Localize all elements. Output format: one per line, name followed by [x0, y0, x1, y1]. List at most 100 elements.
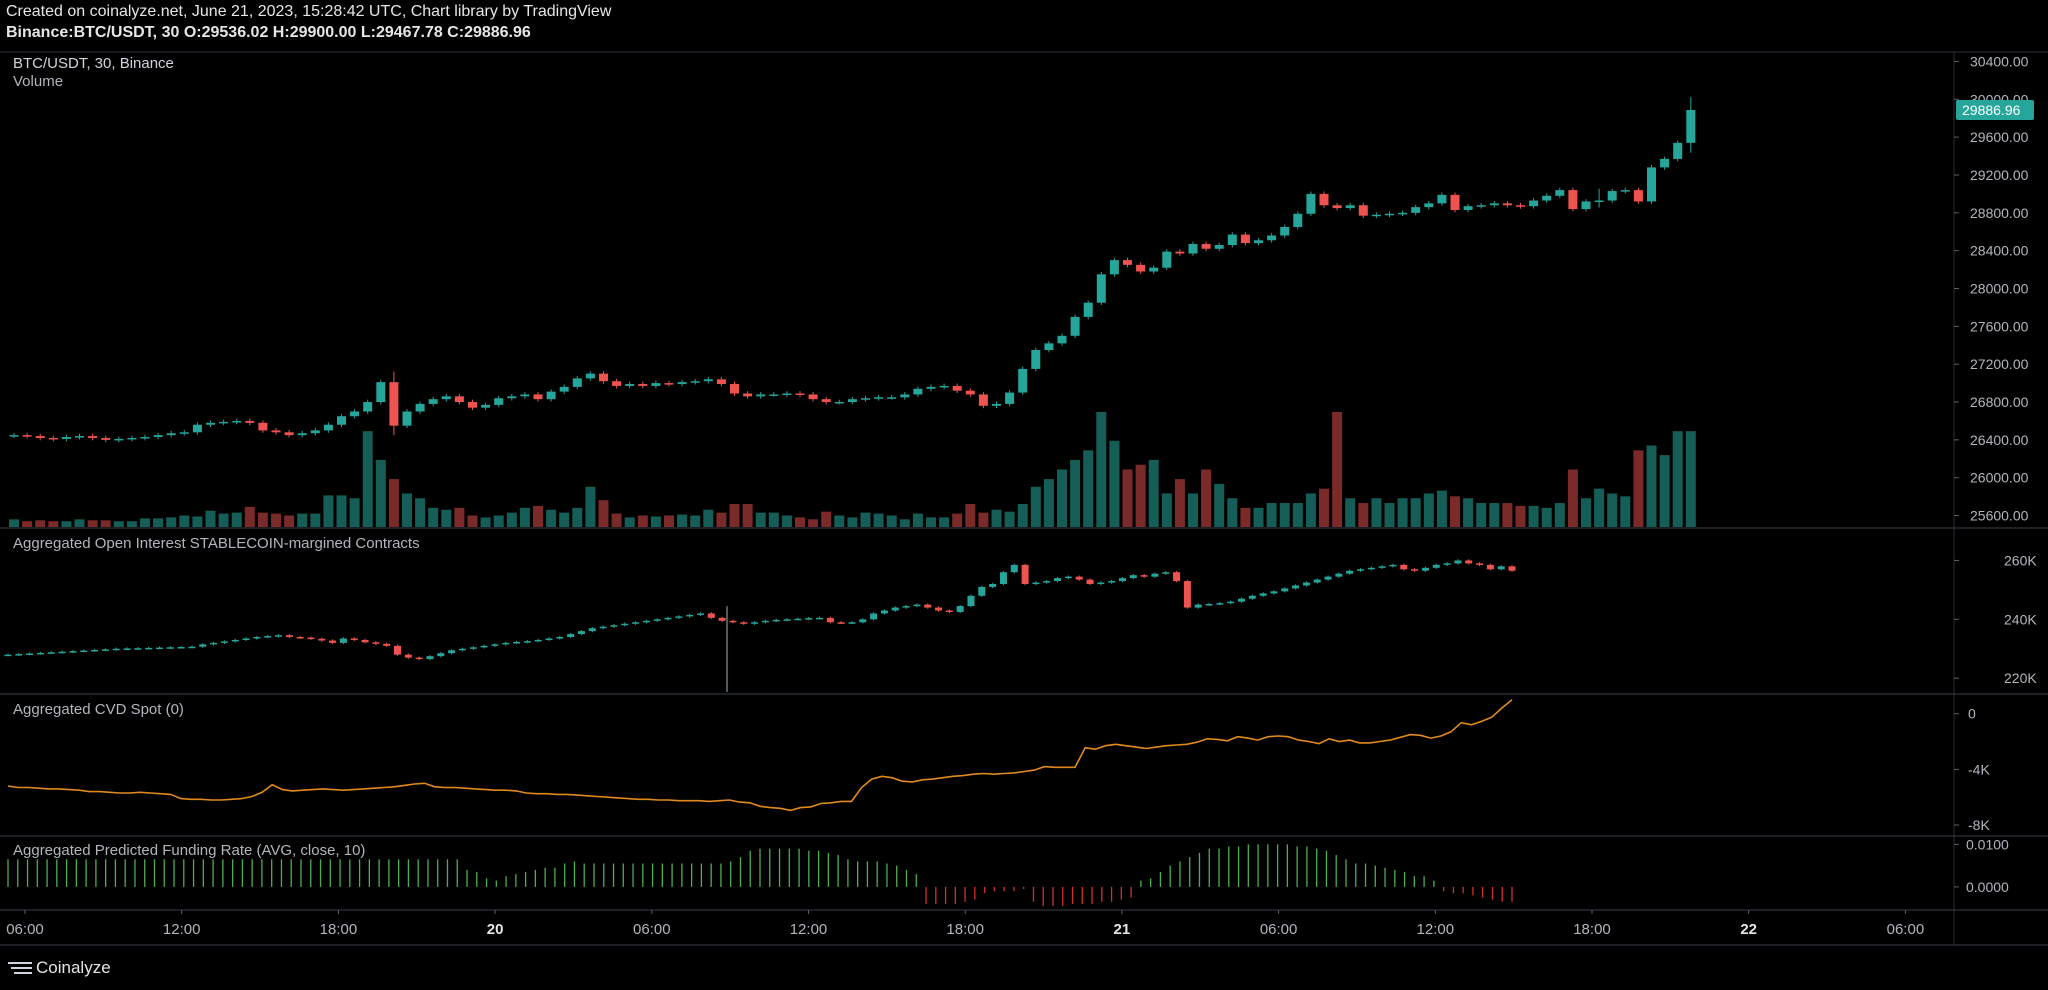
close-value: 29886.96 [464, 24, 531, 41]
volume-bar [1135, 464, 1146, 527]
candle-body [284, 432, 294, 436]
volume-bar [126, 521, 137, 527]
candle-body [887, 397, 897, 399]
oi-candle-body [967, 595, 975, 607]
volume-bar [375, 459, 386, 527]
volume-bar [1436, 490, 1447, 527]
candle-body [1188, 244, 1198, 254]
oi-candle-body [513, 642, 521, 644]
volume-bar [1253, 507, 1264, 527]
volume-bar [1292, 503, 1303, 527]
volume-bar [677, 514, 688, 527]
oi-candle-body [242, 638, 250, 640]
volume-bar [886, 515, 897, 527]
volume-bar [415, 498, 426, 527]
candle-body [206, 422, 215, 425]
candle-body [35, 436, 45, 438]
oi-candle-body [426, 656, 434, 660]
volume-bar [22, 521, 33, 527]
candle-body [612, 381, 622, 386]
volume-bar [598, 500, 609, 527]
oi-candle-body [404, 654, 412, 658]
volume-bar [808, 519, 819, 527]
price-tick-label: 30400.00 [1970, 53, 2029, 69]
volume-bar [467, 515, 478, 527]
oi-candle-body [1378, 566, 1386, 568]
volume-bar [1463, 498, 1474, 527]
candle-body [939, 385, 949, 388]
volume-bar [218, 513, 229, 527]
oi-candle-body [491, 644, 499, 646]
oi-candle-body [1367, 567, 1375, 570]
time-axis-label: 12:00 [1417, 921, 1455, 938]
candle-body [1005, 392, 1015, 404]
candle-body [1083, 302, 1093, 317]
oi-tick-label: 220K [2004, 670, 2037, 686]
candle-body [651, 383, 661, 386]
oi-candle-body [1292, 585, 1300, 589]
volume-bar [1633, 450, 1644, 527]
volume-bar [388, 479, 399, 527]
oi-candle-body [1476, 563, 1484, 565]
oi-candle-body [275, 635, 283, 637]
oi-candle-body [188, 646, 196, 649]
price-tick-label: 26400.00 [1970, 432, 2029, 448]
candle-body [1542, 195, 1552, 201]
candle-body [874, 397, 884, 399]
candle-body [1240, 234, 1250, 244]
cvd-tick-label: -4K [1968, 761, 1990, 777]
oi-candle-body [675, 616, 683, 618]
volume-bar [1240, 507, 1251, 527]
candle-body [1358, 205, 1368, 216]
candle-body [690, 381, 700, 383]
volume-bar [912, 513, 923, 527]
candle-body [1581, 201, 1591, 210]
funding-tick-label: 0.0100 [1966, 836, 2009, 852]
candle-body [232, 420, 242, 423]
candle-body [454, 396, 464, 403]
candle-body [808, 394, 818, 400]
candle-body [1607, 191, 1617, 201]
volume-bar [519, 507, 530, 527]
volume-bar [1305, 493, 1316, 527]
candle-body [1096, 274, 1106, 303]
oi-candle-body [1270, 591, 1278, 594]
oi-candle-body [231, 639, 239, 642]
volume-bar [650, 516, 661, 527]
volume-bar [1554, 503, 1565, 527]
candle-body [1424, 203, 1434, 208]
candle-body [965, 390, 975, 395]
candle-body [494, 398, 504, 405]
volume-bar [1345, 498, 1356, 527]
oi-candle-body [945, 610, 953, 612]
volume-bar [781, 515, 792, 527]
volume-bar [48, 521, 59, 527]
oi-candle-body [177, 647, 185, 649]
oi-candle-body [880, 610, 888, 614]
candle-body [821, 399, 831, 403]
time-axis-label: 12:00 [163, 921, 201, 938]
cvd-tick-label: -8K [1968, 817, 1990, 833]
volume-bar [926, 517, 936, 527]
candle-body [1109, 260, 1119, 275]
oi-candle-body [870, 613, 878, 620]
oi-candle-body [448, 650, 456, 654]
oi-candle-body [361, 639, 369, 643]
candle-body [1306, 193, 1316, 214]
oi-candle-body [1357, 569, 1365, 571]
candle-body [834, 402, 844, 404]
volume-bar [1227, 498, 1238, 527]
candle-body [795, 393, 805, 396]
brand-footer[interactable]: Coinalyze [8, 958, 111, 978]
candle-body [22, 435, 32, 437]
volume-bar [402, 493, 412, 527]
candle-body [1411, 207, 1421, 213]
candle-body [179, 432, 189, 434]
volume-bar [9, 519, 19, 527]
volume-bar [1148, 459, 1159, 527]
candle-body [1594, 200, 1604, 203]
price-tick-label: 28000.00 [1970, 281, 2029, 297]
volume-bar [310, 513, 321, 527]
oi-candle-body [1486, 564, 1494, 570]
